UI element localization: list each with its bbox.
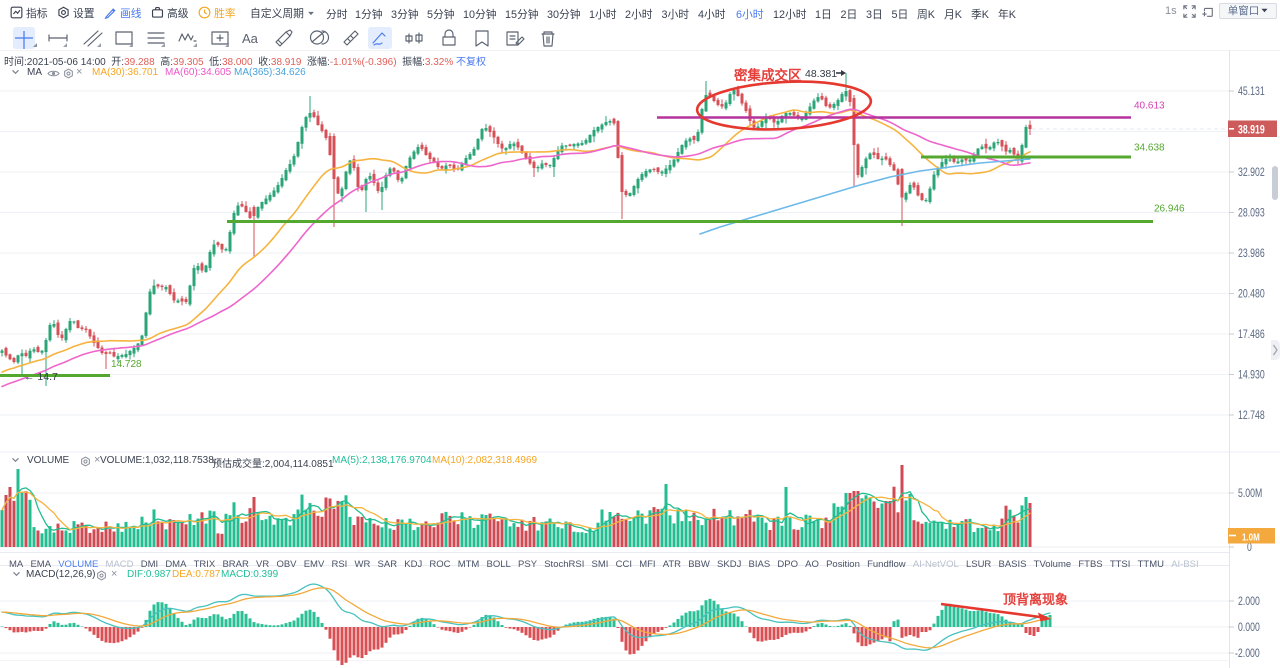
svg-text:14.728: 14.728 xyxy=(111,359,142,370)
svg-text:1.0M: 1.0M xyxy=(1242,531,1260,542)
svg-text:0.000: 0.000 xyxy=(1238,622,1260,634)
svg-text:32.902: 32.902 xyxy=(1238,167,1265,179)
svg-text:17.486: 17.486 xyxy=(1238,329,1265,341)
svg-text:28.093: 28.093 xyxy=(1238,207,1265,219)
svg-text:38.919: 38.919 xyxy=(1238,124,1265,136)
svg-text:2.000: 2.000 xyxy=(1238,596,1260,608)
svg-text:45.131: 45.131 xyxy=(1238,86,1265,98)
svg-text:20.480: 20.480 xyxy=(1238,288,1265,300)
svg-text:0: 0 xyxy=(1247,542,1252,554)
svg-text:48.381: 48.381 xyxy=(805,68,837,80)
svg-text:34.638: 34.638 xyxy=(1134,143,1165,154)
svg-text:5.00M: 5.00M xyxy=(1238,488,1262,500)
svg-text:12.748: 12.748 xyxy=(1238,410,1265,422)
svg-text:23.986: 23.986 xyxy=(1238,248,1265,260)
svg-text:26.946: 26.946 xyxy=(1154,204,1185,215)
svg-text:40.613: 40.613 xyxy=(1134,101,1165,112)
svg-text:Aa: Aa xyxy=(242,31,259,46)
svg-text:← 14.7: ← 14.7 xyxy=(24,371,58,383)
svg-text:-2.000: -2.000 xyxy=(1235,648,1260,660)
svg-text:14.930: 14.930 xyxy=(1238,369,1265,381)
